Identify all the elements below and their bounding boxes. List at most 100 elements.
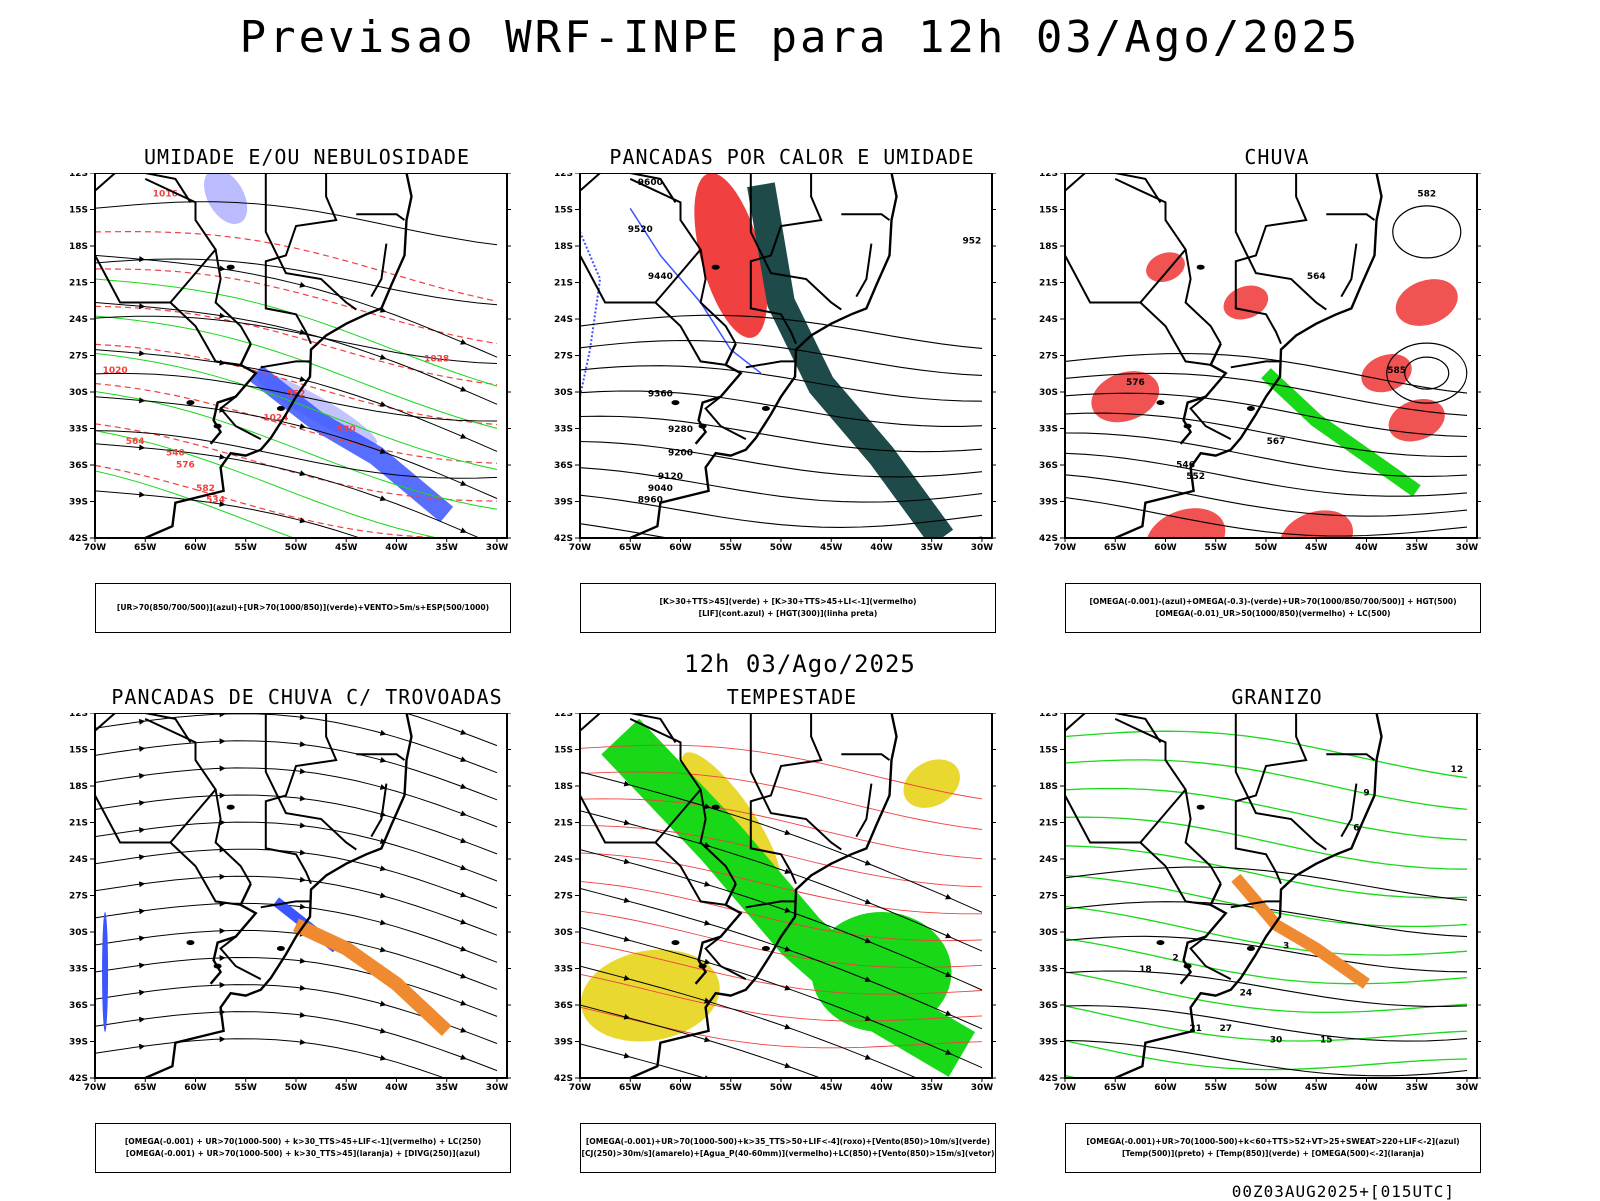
border-line xyxy=(1065,177,1187,304)
contour-line xyxy=(1065,866,1468,901)
flow-arrow xyxy=(460,918,467,925)
lat-label: 18S xyxy=(69,242,88,252)
border-line xyxy=(264,713,357,851)
contour-line xyxy=(95,470,296,538)
contour-line xyxy=(1065,352,1468,394)
flow-arrow xyxy=(299,329,307,335)
panel-title: CHUVA xyxy=(1244,145,1310,169)
contour-label: 576 xyxy=(176,460,195,470)
streamline xyxy=(95,396,498,499)
flow-arrow xyxy=(299,768,307,775)
flow-arrow xyxy=(784,1062,792,1069)
lif-contour xyxy=(580,231,602,397)
border-line xyxy=(1234,713,1327,851)
contour-group xyxy=(95,201,498,479)
shaded-area xyxy=(1146,252,1185,283)
panel-granizo: GRANIZO 12 9 6 3 2 18 21 24 27 30 15 12S 15S 18S 21S 24… xyxy=(985,685,1481,1173)
lon-label: 65W xyxy=(619,543,642,553)
shaded-band xyxy=(293,918,452,1036)
border-line xyxy=(1115,173,1162,203)
lon-label: 40W xyxy=(870,543,893,553)
lake-mark xyxy=(226,264,235,270)
flow-arrow xyxy=(219,927,226,934)
lat-label: 33S xyxy=(69,425,88,435)
flow-arrow xyxy=(138,745,146,752)
lon-label: 30W xyxy=(1456,543,1479,553)
lon-label: 35W xyxy=(920,543,943,553)
lon-label: 30W xyxy=(486,1083,509,1093)
lat-label: 18S xyxy=(69,782,88,792)
lat-label: 15S xyxy=(1039,206,1058,216)
main-title: Previsao WRF-INPE para 12h 03/Ago/2025 xyxy=(239,12,1361,63)
lake-mark xyxy=(1156,400,1165,406)
contour-group xyxy=(580,314,983,538)
contour-label: 1016 xyxy=(153,190,178,200)
contour-line xyxy=(1065,1040,1468,1071)
border-line xyxy=(219,395,262,440)
flow-arrow xyxy=(138,773,146,779)
border-line xyxy=(699,249,737,345)
lon-label: 60W xyxy=(669,1083,692,1093)
border-line xyxy=(169,301,241,366)
flow-arrow xyxy=(219,954,226,961)
lon-label: 50W xyxy=(770,1083,793,1093)
contour-label: 9520 xyxy=(628,225,653,235)
flow-arrow xyxy=(460,527,467,533)
lon-label: 40W xyxy=(1355,1083,1378,1093)
flow-arrow xyxy=(784,829,792,836)
contour-line xyxy=(580,880,983,942)
lon-label: 70W xyxy=(569,543,592,553)
legend-line: [OMEGA(-0.001) + UR>70(1000-500) + k>30_… xyxy=(125,1149,481,1158)
streamline xyxy=(95,443,481,538)
lon-label: 55W xyxy=(720,1083,743,1093)
basemap xyxy=(580,713,898,1078)
border-line xyxy=(209,343,258,445)
contour-label: 9040 xyxy=(648,484,673,494)
lat-label: 39S xyxy=(69,1038,88,1048)
coastline xyxy=(629,173,898,538)
lat-label: 42S xyxy=(554,534,573,544)
lat-label: 27S xyxy=(69,892,88,902)
lat-label: 24S xyxy=(1039,855,1058,865)
flow-arrow xyxy=(460,386,467,392)
streamline xyxy=(95,490,362,538)
flow-arrow xyxy=(299,517,307,524)
flow-arrow xyxy=(299,1039,307,1046)
lat-label: 30S xyxy=(69,928,88,938)
plot-area xyxy=(580,713,992,1078)
flow-arrow xyxy=(299,714,307,721)
flow-arrow xyxy=(460,756,467,762)
lon-label: 45W xyxy=(335,543,358,553)
flow-arrow xyxy=(138,962,146,969)
border-line xyxy=(95,177,217,304)
contour-line xyxy=(95,352,498,470)
flow-arrow xyxy=(299,876,307,883)
contour-label: 6 xyxy=(1353,824,1359,834)
contour-line xyxy=(95,382,498,464)
border-line xyxy=(95,173,116,192)
contour-label: 27 xyxy=(1220,1024,1233,1034)
streamline xyxy=(95,821,498,882)
lat-label: 36S xyxy=(1039,1001,1058,1011)
flow-arrow xyxy=(704,958,711,965)
streamline xyxy=(95,875,498,936)
lat-label: 39S xyxy=(1039,1038,1058,1048)
border-line xyxy=(214,249,252,345)
lon-label: 65W xyxy=(134,1083,157,1093)
border-line xyxy=(630,173,677,203)
legend-line: [OMEGA(-0.001)+UR>70(1000-500)+k>35_TTS>… xyxy=(585,1137,991,1146)
lat-label: 21S xyxy=(1039,279,1058,289)
lat-label: 27S xyxy=(69,352,88,362)
lake-mark xyxy=(213,963,222,969)
flow-arrow xyxy=(460,433,467,439)
lake-mark xyxy=(1246,405,1255,411)
border-line xyxy=(749,713,842,851)
flow-arrow xyxy=(138,908,146,915)
lake-mark xyxy=(671,400,680,406)
shaded-area xyxy=(1279,510,1354,538)
legend-line: [CJ(250)>30m/s](amarelo)+[Agua_P(40-60mm… xyxy=(581,1149,995,1158)
flow-arrow xyxy=(219,873,226,880)
contour-label: 24 xyxy=(1240,989,1253,999)
flow-arrow xyxy=(704,1075,711,1078)
